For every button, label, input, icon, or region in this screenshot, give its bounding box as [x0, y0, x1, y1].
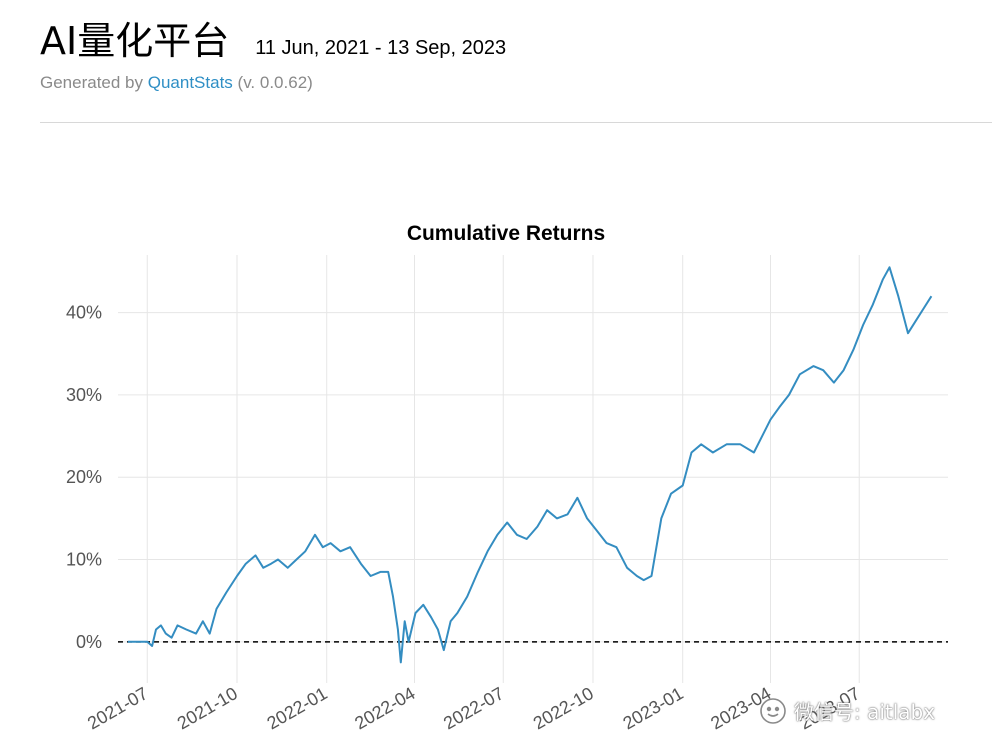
- wechat-icon: [760, 697, 786, 724]
- y-tick-label: 0%: [76, 632, 102, 652]
- y-tick-label: 10%: [66, 550, 102, 570]
- y-tick-label: 20%: [66, 467, 102, 487]
- report-header: AI量化平台 11 Jun, 2021 - 13 Sep, 2023 Gener…: [40, 10, 992, 93]
- x-tick-label: 2022-01: [264, 683, 331, 733]
- y-tick-label: 30%: [66, 385, 102, 405]
- watermark-text: 微信号: aitlabx: [794, 700, 936, 724]
- x-tick-label: 2023-01: [620, 683, 687, 733]
- date-range: 11 Jun, 2021 - 13 Sep, 2023: [255, 37, 507, 59]
- y-axis-ticks: 0% 10% 20% 30% 40%: [66, 303, 102, 652]
- x-tick-label: 2021-10: [174, 683, 241, 733]
- page-title: AI量化平台: [40, 19, 230, 63]
- generated-prefix: Generated by: [40, 73, 148, 92]
- x-tick-label: 2022-10: [530, 683, 597, 733]
- x-tick-label: 2022-07: [440, 683, 507, 733]
- x-tick-label: 2022-04: [351, 683, 418, 733]
- cumulative-return-line: [127, 266, 933, 664]
- header-divider: [40, 122, 992, 123]
- generated-by: Generated by QuantStats (v. 0.0.62): [40, 73, 992, 93]
- wechat-watermark: 微信号: aitlabx: [760, 696, 935, 725]
- x-axis-ticks: 2021-07 2021-10 2022-01 2022-04 2022-07 2022-…: [84, 683, 863, 733]
- grid-lines: [118, 255, 948, 683]
- y-tick-label: 40%: [66, 303, 102, 323]
- quantstats-link[interactable]: QuantStats: [147, 73, 233, 92]
- title-row: AI量化平台 11 Jun, 2021 - 13 Sep, 2023: [40, 10, 992, 65]
- chart-title: Cumulative Returns: [407, 222, 605, 245]
- x-tick-label: 2021-07: [84, 683, 151, 733]
- generated-suffix: (v. 0.0.62): [232, 73, 313, 92]
